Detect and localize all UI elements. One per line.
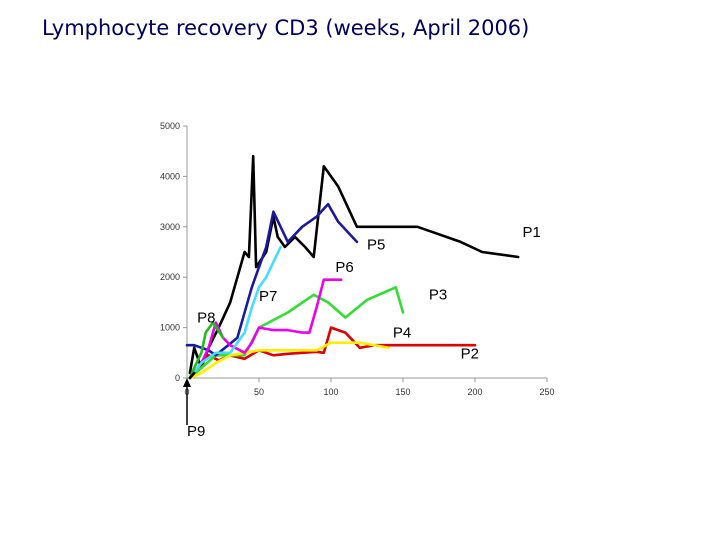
series-label-p8: P8	[197, 310, 215, 327]
series-label-p9: P9	[187, 423, 205, 440]
y-tick-label: 0	[175, 373, 180, 383]
series-line-p6	[188, 278, 343, 380]
series-label-p2: P2	[461, 345, 479, 362]
series-label-p3: P3	[429, 286, 447, 303]
series-line-p2	[188, 326, 477, 380]
p9-arrow-head	[183, 378, 191, 387]
series-line-p9	[188, 371, 196, 380]
series-line-p5	[185, 202, 359, 357]
series-line-p7	[188, 245, 282, 380]
x-tick-label: 50	[254, 387, 264, 397]
x-tick-label: 150	[395, 387, 410, 397]
series-line-p4	[188, 341, 390, 380]
series-layer	[185, 154, 520, 380]
y-tick-label: 2000	[160, 272, 180, 282]
x-tick-label: 100	[323, 387, 338, 397]
series-label-p5: P5	[367, 236, 385, 253]
y-tick-label: 1000	[160, 323, 180, 333]
series-line-p8	[188, 321, 225, 380]
series-label-p6: P6	[335, 259, 353, 276]
x-tick-label: 200	[467, 387, 482, 397]
y-tick-label: 4000	[160, 171, 180, 181]
slide-title: Lymphocyte recovery CD3 (weeks, April 20…	[42, 16, 530, 40]
series-line-p1	[188, 154, 520, 375]
y-tick-label: 3000	[160, 222, 180, 232]
series-label-p7: P7	[259, 288, 277, 305]
series-labels: P1 P5 P6 P7 P3 P8 P4 P2 P9	[183, 224, 541, 440]
x-tick-label: 250	[539, 387, 554, 397]
series-label-p4: P4	[393, 325, 411, 342]
chart-axes: 010002000300040005000050100150200250	[160, 121, 555, 397]
series-label-p1: P1	[523, 224, 541, 241]
y-tick-label: 5000	[160, 121, 180, 131]
